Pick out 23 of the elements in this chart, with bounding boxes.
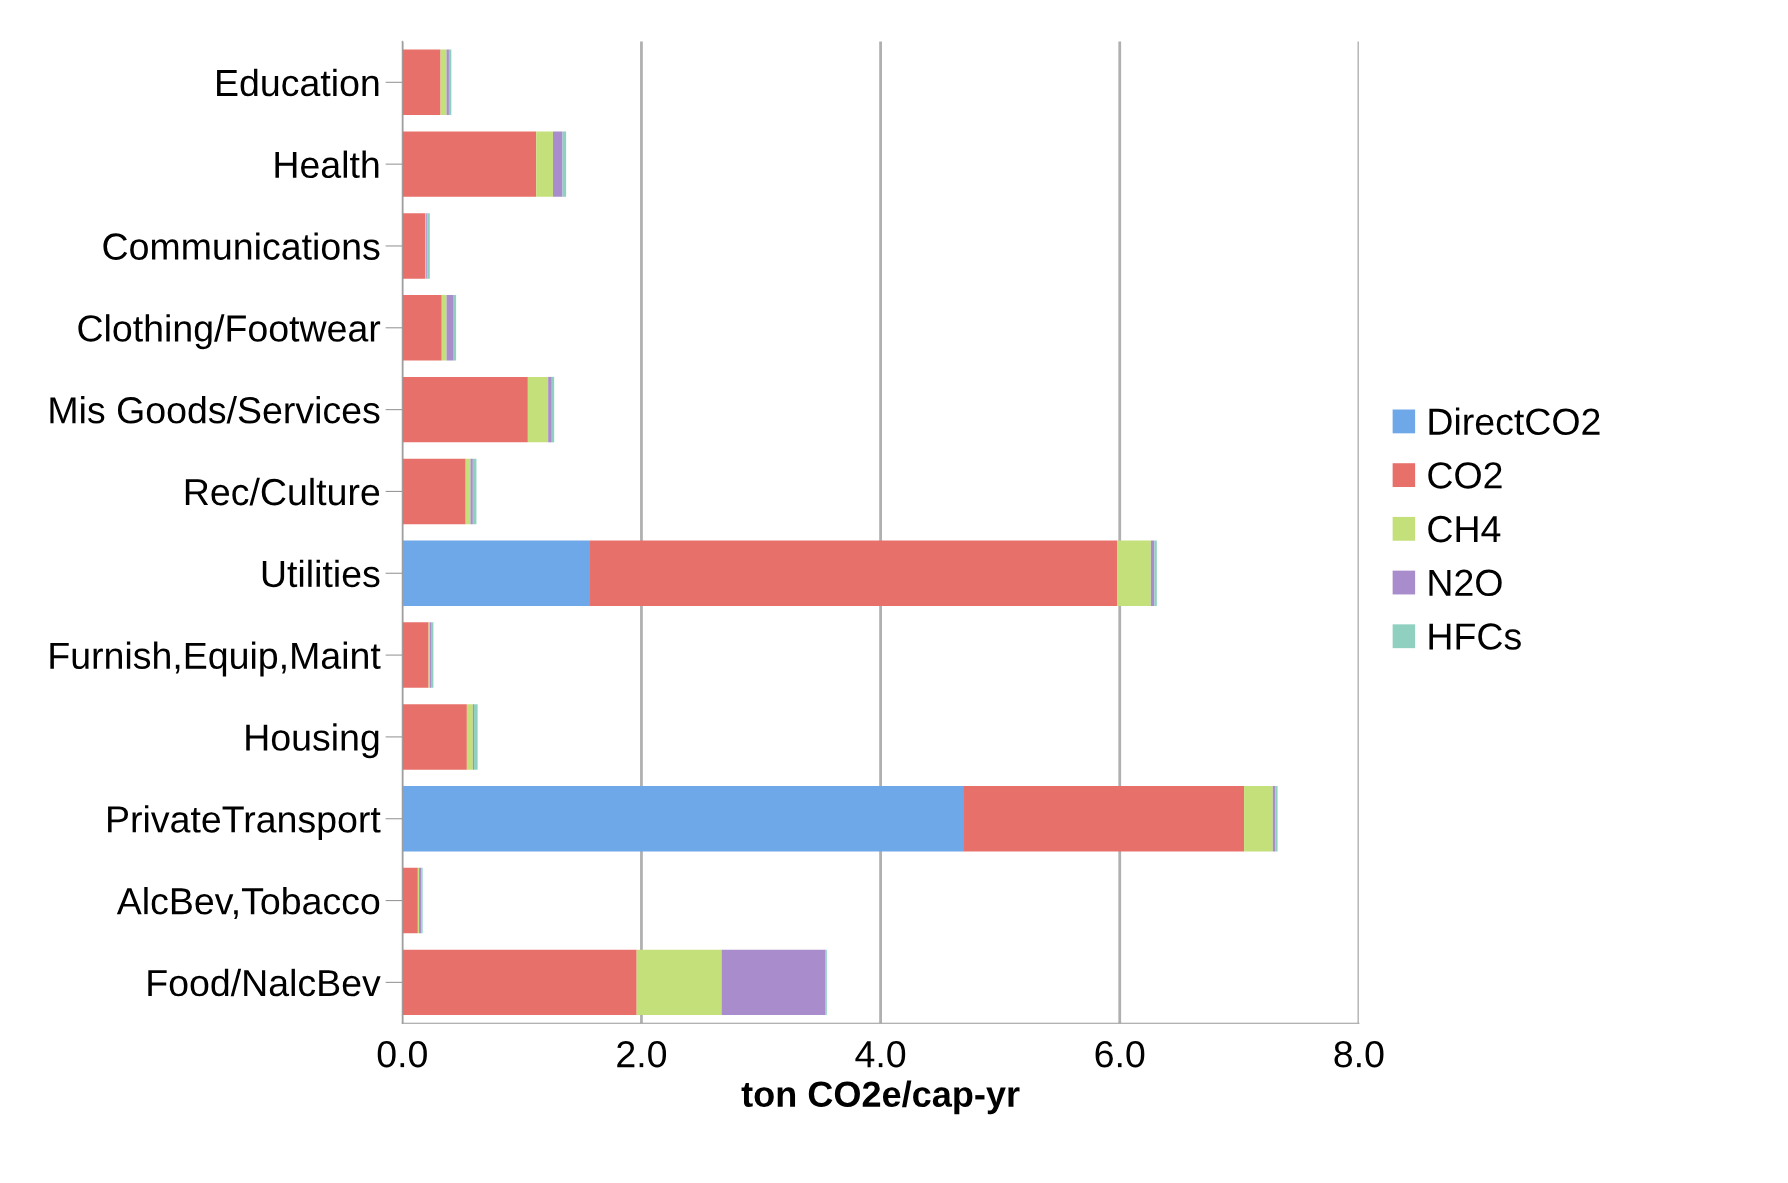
legend-label: HFCs xyxy=(1429,623,1521,650)
y-tick-label: Housing xyxy=(246,723,379,759)
y-tick-label: AlcBev,Tobacco xyxy=(116,886,380,919)
y-tick-label: Mis Goods/Services xyxy=(50,396,380,424)
y-tick-label: Health xyxy=(275,150,379,179)
legend-label: CH4 xyxy=(1428,515,1501,543)
legend-label: DirectCO2 xyxy=(1429,407,1600,435)
legend-label: N2O xyxy=(1429,569,1502,597)
y-tick-label: Communications xyxy=(103,232,380,260)
x-tick-label: 0.0 xyxy=(377,1040,427,1068)
legend-label: CO2 xyxy=(1428,462,1502,489)
y-tick-label: Education xyxy=(217,68,379,97)
y-tick-label: PrivateTransport xyxy=(108,805,381,841)
x-axis-title: ton CO2e/cap-yr xyxy=(741,1080,1020,1115)
y-tick-label: Food/NalcBev xyxy=(148,968,381,997)
y-tick-label: Rec/Culture xyxy=(185,477,380,506)
x-tick-label: 6.0 xyxy=(1095,1040,1145,1068)
x-tick-label: 2.0 xyxy=(617,1040,667,1068)
x-tick-label: 8.0 xyxy=(1334,1040,1384,1068)
x-tick-label: 4.0 xyxy=(855,1040,906,1068)
y-tick-label: Clothing/Footwear xyxy=(78,314,381,350)
y-tick-label: Furnish,Equip,Maint xyxy=(50,641,381,677)
y-tick-label: Utilities xyxy=(262,559,380,588)
